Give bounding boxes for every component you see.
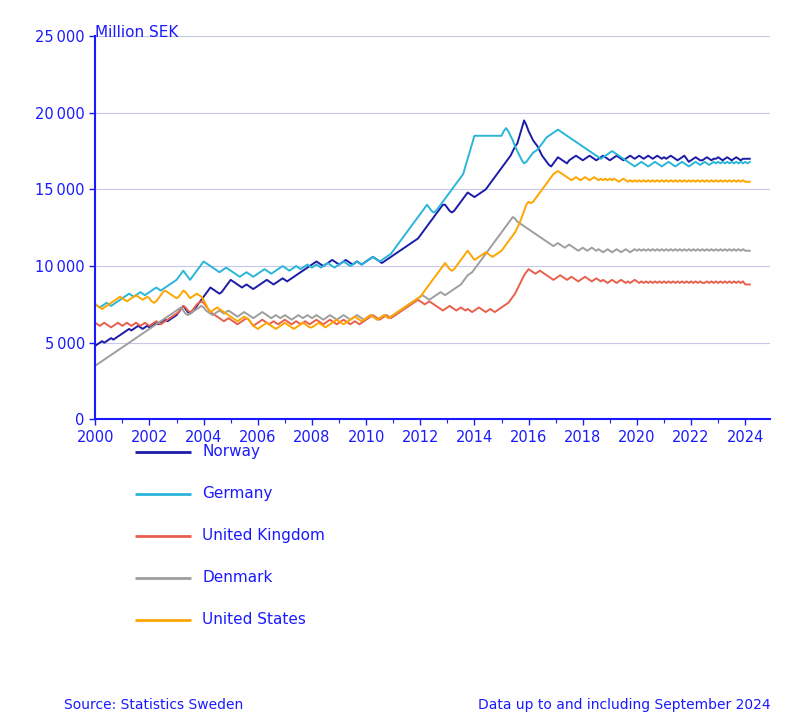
United Kingdom xyxy=(106,323,116,332)
Text: Data up to and including September 2024: Data up to and including September 2024 xyxy=(477,698,770,712)
Germany xyxy=(745,158,754,166)
Germany xyxy=(677,158,687,166)
United States xyxy=(745,177,754,186)
Norway xyxy=(745,155,754,163)
Text: United Kingdom: United Kingdom xyxy=(202,529,326,543)
United Kingdom xyxy=(643,278,653,287)
Denmark xyxy=(91,362,100,370)
Denmark xyxy=(675,245,684,254)
United States xyxy=(727,177,737,186)
Norway xyxy=(650,153,660,161)
Norway xyxy=(642,153,651,161)
Germany xyxy=(91,300,100,309)
Norway xyxy=(544,161,553,169)
Norway xyxy=(675,155,684,163)
Denmark xyxy=(725,245,734,254)
Line: Denmark: Denmark xyxy=(95,217,750,366)
Line: Germany: Germany xyxy=(95,128,750,307)
Text: Germany: Germany xyxy=(202,487,273,501)
United States xyxy=(643,176,653,184)
Germany xyxy=(653,159,662,168)
Norway xyxy=(725,155,734,163)
United Kingdom xyxy=(524,265,534,273)
United Kingdom xyxy=(91,318,100,327)
Denmark xyxy=(745,247,754,255)
Norway xyxy=(519,116,529,125)
United Kingdom xyxy=(677,277,687,286)
Germany xyxy=(198,257,208,266)
Germany xyxy=(546,130,556,139)
Germany xyxy=(643,162,653,171)
Norway xyxy=(197,296,206,304)
United States xyxy=(653,176,662,184)
Line: United Kingdom: United Kingdom xyxy=(95,269,750,328)
United States xyxy=(91,300,100,309)
United Kingdom xyxy=(198,299,208,307)
Germany xyxy=(95,303,105,312)
United States xyxy=(677,177,687,186)
Denmark xyxy=(508,213,518,221)
United States xyxy=(197,292,206,301)
United Kingdom xyxy=(745,280,754,288)
Text: United States: United States xyxy=(202,612,306,627)
Germany xyxy=(727,158,737,166)
Line: United States: United States xyxy=(95,171,750,329)
Denmark xyxy=(650,247,660,255)
Text: Denmark: Denmark xyxy=(202,570,273,585)
United States xyxy=(553,167,563,176)
Denmark xyxy=(642,247,651,255)
United Kingdom xyxy=(727,278,737,287)
Line: Norway: Norway xyxy=(95,121,750,346)
Denmark xyxy=(197,301,206,310)
United Kingdom xyxy=(546,274,556,283)
United Kingdom xyxy=(653,278,662,287)
Text: Source: Statistics Sweden: Source: Statistics Sweden xyxy=(64,698,243,712)
Text: Million SEK: Million SEK xyxy=(95,25,179,40)
Germany xyxy=(501,124,511,132)
Text: Norway: Norway xyxy=(202,445,260,459)
United States xyxy=(253,325,263,333)
Norway xyxy=(91,341,100,350)
United States xyxy=(544,176,553,184)
Denmark xyxy=(544,239,553,247)
